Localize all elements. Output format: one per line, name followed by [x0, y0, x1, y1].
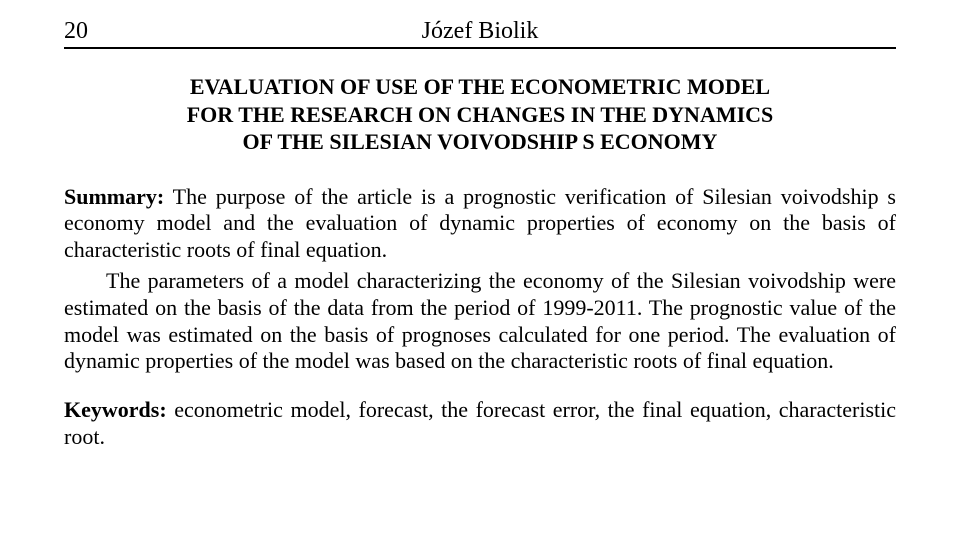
summary-paragraph-2: The parameters of a model characterizing…: [64, 268, 896, 375]
keywords-label: Keywords:: [64, 397, 167, 422]
page-container: 20 Józef Biolik EVALUATION OF USE OF THE…: [0, 0, 960, 536]
summary-text-1: The purpose of the article is a prognost…: [64, 184, 896, 263]
keywords-paragraph: Keywords: econometric model, forecast, t…: [64, 397, 896, 451]
title-line-3: OF THE SILESIAN VOIVODSHIP S ECONOMY: [64, 128, 896, 156]
title-line-2: FOR THE RESEARCH ON CHANGES IN THE DYNAM…: [64, 101, 896, 129]
author-name: Józef Biolik: [64, 18, 896, 45]
article-title: EVALUATION OF USE OF THE ECONOMETRIC MOD…: [64, 73, 896, 156]
keywords-text: econometric model, forecast, the forecas…: [64, 397, 896, 449]
summary-label: Summary:: [64, 184, 164, 209]
running-header: 20 Józef Biolik: [64, 18, 896, 49]
title-line-1: EVALUATION OF USE OF THE ECONOMETRIC MOD…: [64, 73, 896, 101]
summary-paragraph-1: Summary: The purpose of the article is a…: [64, 184, 896, 264]
